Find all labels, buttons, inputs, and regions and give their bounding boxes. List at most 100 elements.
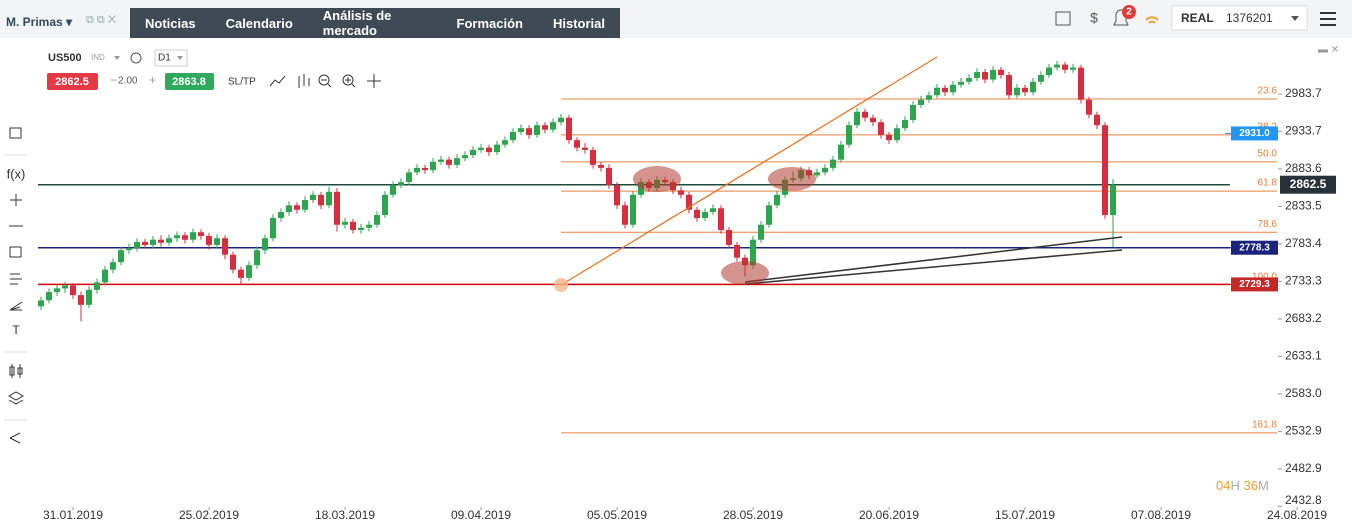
candle-body <box>366 224 372 228</box>
tool-icon[interactable] <box>298 74 310 88</box>
countdown: 04H 36M <box>1216 478 1269 493</box>
candle-body <box>622 205 628 225</box>
candle-body <box>614 185 620 206</box>
sltp[interactable]: SL/TP <box>228 77 256 88</box>
candle-body <box>510 131 516 141</box>
hours: 04 <box>1216 478 1230 493</box>
candle-body <box>1030 81 1036 93</box>
candle-body <box>910 104 916 120</box>
nav-item[interactable]: Análisis de mercado <box>322 8 392 38</box>
highlight[interactable] <box>721 261 769 285</box>
tool-icon[interactable] <box>10 194 22 206</box>
candle-body <box>542 125 548 130</box>
tool-icon[interactable] <box>9 301 23 311</box>
candle-body <box>342 221 348 225</box>
price-label-box <box>1280 175 1336 194</box>
candle-body <box>814 172 820 176</box>
currency-icon[interactable]: $ <box>1090 10 1098 26</box>
candle-body <box>926 95 932 100</box>
tool-icon[interactable] <box>269 75 286 87</box>
symbol-bar: US500 IND D1 2862.5 − 2.00 + 2863.8 SL/T… <box>47 45 1339 90</box>
account-menu[interactable]: M. Primas ▾ <box>6 15 73 29</box>
highlight[interactable] <box>633 166 681 192</box>
candle-body <box>974 72 980 79</box>
candle-body <box>190 232 196 240</box>
fib-label: 78.6 <box>1258 219 1278 230</box>
buy-button[interactable] <box>165 73 214 90</box>
window-icons[interactable]: ⧉ ⧉ ✕ <box>86 14 117 26</box>
candle-body <box>550 122 556 130</box>
candle-body <box>406 172 412 183</box>
highlight[interactable] <box>768 167 816 191</box>
panel-icons[interactable]: ▬ ✕ <box>1318 45 1339 56</box>
candle-body <box>462 155 468 159</box>
minus[interactable]: − <box>110 73 117 87</box>
candle-body <box>294 205 300 210</box>
candle-body <box>310 194 316 201</box>
nav-item[interactable]: Historial <box>552 15 605 31</box>
y-tick-label: 2883.6 <box>1285 161 1322 175</box>
price-label-box <box>1231 240 1278 255</box>
trend-line[interactable] <box>744 249 1123 285</box>
candle-body <box>958 81 964 85</box>
candle-body <box>214 238 220 245</box>
symbol[interactable]: US500 <box>48 52 82 64</box>
left-toolbar <box>4 127 27 444</box>
candle-body <box>854 111 860 126</box>
nav-item[interactable]: Formación <box>456 15 523 31</box>
candle-body <box>470 149 476 156</box>
tool-icon[interactable] <box>7 391 25 405</box>
info-icon[interactable] <box>130 52 142 64</box>
candle-body <box>174 235 180 239</box>
tool-label[interactable]: f(x) <box>7 166 26 181</box>
layout-icon[interactable] <box>1055 11 1071 26</box>
tool-icon[interactable] <box>367 74 381 88</box>
sell-button[interactable] <box>47 73 98 90</box>
trend-line[interactable] <box>560 56 938 286</box>
tool-icon[interactable] <box>9 127 22 139</box>
y-tick-label: 2683.2 <box>1285 311 1322 325</box>
tool-icon[interactable] <box>10 273 22 285</box>
candle-body <box>134 241 140 248</box>
anchor-point[interactable] <box>554 278 568 292</box>
candle-body <box>222 238 228 255</box>
candle-body <box>678 190 684 195</box>
timer: 04H 36M <box>1216 478 1269 493</box>
menu-icon[interactable] <box>1320 12 1336 26</box>
candle-body <box>942 87 948 93</box>
fib-label: 61.8 <box>1258 178 1278 189</box>
account-select[interactable] <box>1171 5 1308 31</box>
candle-body <box>438 159 444 162</box>
candle-body <box>94 282 100 290</box>
candle-body <box>1046 67 1052 76</box>
trend-line[interactable] <box>744 236 1123 283</box>
tool-icon[interactable] <box>318 74 330 86</box>
candle-body <box>1094 114 1100 126</box>
y-tick-label: 2933.7 <box>1285 124 1322 138</box>
timeframe-select[interactable] <box>154 49 188 67</box>
tool-icon[interactable] <box>9 364 23 378</box>
y-tick-label: 2983.7 <box>1285 86 1322 100</box>
tool-label[interactable]: T <box>12 323 20 337</box>
tool-icon[interactable] <box>9 432 21 444</box>
market: IND <box>91 53 105 62</box>
candle-body <box>118 250 124 263</box>
nav-item[interactable]: Noticias <box>145 15 196 31</box>
candle-body <box>702 212 708 219</box>
price-label-box <box>1231 126 1278 141</box>
candle-body <box>526 128 532 135</box>
candle-body <box>846 125 852 145</box>
candle-body <box>398 182 404 186</box>
nav-item[interactable]: Calendario <box>225 15 293 31</box>
x-tick-label: 20.06.2019 <box>859 508 919 522</box>
plus[interactable]: + <box>149 73 156 87</box>
tool-icon[interactable] <box>9 246 22 258</box>
dropdown-arrow[interactable] <box>114 56 120 60</box>
account-menu-label: M. Primas <box>6 15 63 29</box>
fib-label: 161.8 <box>1252 419 1277 430</box>
candle-body <box>838 144 844 160</box>
candle-body <box>1110 184 1116 216</box>
candle-body <box>334 191 340 225</box>
candle-body <box>686 194 692 210</box>
tool-icon[interactable] <box>342 74 354 86</box>
